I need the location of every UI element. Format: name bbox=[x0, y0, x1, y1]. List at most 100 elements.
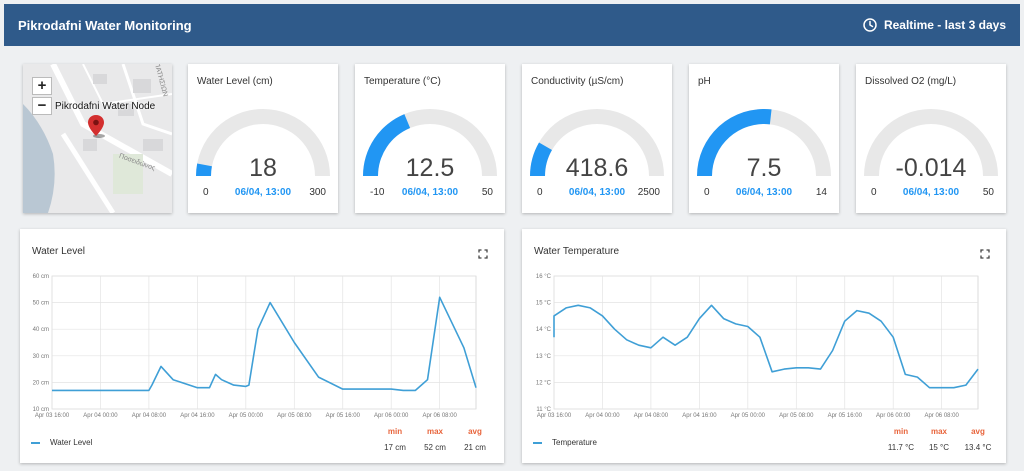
plot-frame bbox=[51, 275, 477, 410]
x-tick-label: Apr 04 08:00 bbox=[634, 413, 669, 419]
y-tick-label: 10 cm bbox=[33, 407, 49, 413]
x-tick-label: Apr 04 16:00 bbox=[180, 413, 215, 419]
gauge-min: 0 bbox=[704, 187, 710, 198]
chart-legend[interactable]: Water Level bbox=[31, 438, 92, 447]
stat-avg-label: avg bbox=[971, 427, 985, 436]
x-tick-label: Apr 03 16:00 bbox=[537, 413, 572, 419]
gauge-timestamp: 06/04, 13:00 bbox=[735, 187, 793, 198]
stat-min: min 11.7 °C bbox=[884, 427, 918, 452]
gauge-min: -10 bbox=[370, 187, 385, 198]
x-tick-label: Apr 04 00:00 bbox=[83, 413, 118, 419]
y-tick-label: 40 cm bbox=[33, 327, 49, 333]
stat-avg-label: avg bbox=[468, 427, 482, 436]
gauge-temperature: Temperature (°C) 12.5 -10 06/04, 13:00 5… bbox=[355, 64, 505, 213]
gauge-value: 18 bbox=[249, 154, 277, 182]
stat-max-value: 52 cm bbox=[424, 443, 446, 452]
gauge-timestamp: 06/04, 13:00 bbox=[568, 187, 626, 198]
gauge-timestamp: 06/04, 13:00 bbox=[902, 187, 960, 198]
legend-swatch bbox=[533, 441, 542, 444]
x-tick-label: Apr 06 08:00 bbox=[924, 413, 959, 419]
y-tick-label: 11 °C bbox=[536, 407, 551, 413]
series-line bbox=[553, 304, 979, 389]
y-tick-label: 15 °C bbox=[536, 301, 552, 307]
x-tick-label: Apr 05 00:00 bbox=[731, 413, 766, 419]
water-level-plot[interactable]: 10 cm 20 cm 30 cm 40 cm 50 cm 60 cm Apr 03 16:… bbox=[20, 229, 504, 429]
gauge-water-level: Water Level (cm) 18 0 06/04, 13:00 300 bbox=[188, 64, 338, 213]
stat-max: max 15 °C bbox=[924, 427, 954, 452]
realtime-label[interactable]: Realtime - last 3 days bbox=[883, 18, 1006, 32]
map-node-label: Pikrodafni Water Node bbox=[55, 101, 156, 112]
legend-label: Temperature bbox=[552, 438, 597, 447]
gauge-value: 418.6 bbox=[565, 154, 629, 182]
chart-title: Water Temperature bbox=[534, 246, 620, 257]
stat-max: max 52 cm bbox=[420, 427, 450, 452]
x-tick-label: Apr 04 08:00 bbox=[132, 413, 167, 419]
gauge-value: 12.5 bbox=[405, 154, 455, 182]
gauge-min: 0 bbox=[537, 187, 543, 198]
gauge-min: 0 bbox=[871, 187, 877, 198]
location-map[interactable]: + − Pikrodafni Water Node ΠΑΤΗΣΙΩΝ Ποσει… bbox=[23, 64, 172, 213]
stat-min-label: min bbox=[893, 427, 909, 436]
plot-frame bbox=[553, 275, 979, 410]
x-tick-label: Apr 06 00:00 bbox=[374, 413, 409, 419]
fullscreen-icon[interactable] bbox=[980, 249, 990, 259]
chart-title: Water Level bbox=[32, 246, 85, 257]
y-tick-label: 14 °C bbox=[536, 327, 552, 333]
x-tick-label: Apr 06 08:00 bbox=[422, 413, 457, 419]
gauge-title: Water Level (cm) bbox=[197, 76, 273, 87]
stat-max-label: max bbox=[426, 427, 443, 436]
realtime-selector[interactable]: Realtime - last 3 days bbox=[863, 18, 1006, 32]
stat-max-label: max bbox=[930, 427, 947, 436]
gauge-max: 50 bbox=[481, 187, 493, 198]
zoom-in-button[interactable]: + bbox=[32, 77, 52, 95]
map-tiles[interactable] bbox=[23, 64, 172, 213]
gauge-dissolved-o2: Dissolved O2 (mg/L) -0.014 0 06/04, 13:0… bbox=[856, 64, 1006, 213]
gauge-title: Temperature (°C) bbox=[364, 76, 441, 87]
gauge-arc bbox=[530, 109, 664, 176]
zoom-out-button[interactable]: − bbox=[32, 97, 52, 115]
gauge-timestamp: 06/04, 13:00 bbox=[401, 187, 459, 198]
x-tick-label: Apr 05 08:00 bbox=[277, 413, 312, 419]
x-tick-label: Apr 05 00:00 bbox=[229, 413, 264, 419]
y-tick-label: 20 cm bbox=[33, 380, 49, 386]
gauge-title: pH bbox=[698, 76, 711, 87]
stat-avg-value: 13.4 °C bbox=[964, 443, 992, 452]
gauge-max: 2500 bbox=[637, 187, 660, 198]
stat-max-value: 15 °C bbox=[928, 443, 950, 452]
y-tick-label: 60 cm bbox=[33, 274, 49, 280]
gauge-arc bbox=[363, 109, 497, 176]
clock-icon bbox=[863, 18, 877, 32]
x-tick-label: Apr 05 16:00 bbox=[326, 413, 361, 419]
stat-min-label: min bbox=[387, 427, 403, 436]
gauge-ph: pH 7.5 0 06/04, 13:00 14 bbox=[689, 64, 839, 213]
gauge-timestamp: 06/04, 13:00 bbox=[234, 187, 292, 198]
gauge-conductivity: Conductivity (µS/cm) 418.6 0 06/04, 13:0… bbox=[522, 64, 672, 213]
gauge-max: 14 bbox=[815, 187, 827, 198]
stat-avg: avg 21 cm bbox=[460, 427, 490, 452]
gauge-value: 7.5 bbox=[746, 154, 782, 182]
series-line bbox=[52, 296, 477, 392]
map-marker-icon[interactable] bbox=[87, 114, 105, 140]
water-temperature-plot[interactable]: 11 °C 12 °C 13 °C 14 °C 15 °C 16 °C Apr 03 16:… bbox=[522, 229, 1006, 429]
y-tick-label: 12 °C bbox=[536, 380, 552, 386]
stat-avg-value: 21 cm bbox=[464, 443, 486, 452]
app-title: Pikrodafni Water Monitoring bbox=[18, 17, 192, 33]
chart-card-water-temperature: Water Temperature 11 °C 12 °C 13 °C 14 °C 15… bbox=[522, 229, 1006, 463]
y-tick-label: 13 °C bbox=[536, 354, 552, 360]
stat-min-value: 11.7 °C bbox=[887, 443, 915, 452]
y-tick-label: 30 cm bbox=[33, 354, 49, 360]
gauge-min: 0 bbox=[203, 187, 209, 198]
gauge-title: Conductivity (µS/cm) bbox=[531, 76, 624, 87]
y-tick-label: 16 °C bbox=[536, 274, 552, 280]
chart-legend[interactable]: Temperature bbox=[533, 438, 597, 447]
header-bar: Pikrodafni Water Monitoring Realtime - l… bbox=[4, 4, 1020, 46]
legend-swatch bbox=[31, 441, 40, 444]
x-tick-label: Apr 05 08:00 bbox=[779, 413, 814, 419]
gauge-max: 300 bbox=[309, 187, 326, 198]
y-tick-label: 50 cm bbox=[33, 301, 49, 307]
fullscreen-icon[interactable] bbox=[478, 249, 488, 259]
gauge-arc bbox=[196, 109, 330, 176]
stat-min: min 17 cm bbox=[380, 427, 410, 452]
gauge-arc bbox=[864, 109, 998, 176]
x-tick-label: Apr 04 00:00 bbox=[585, 413, 620, 419]
